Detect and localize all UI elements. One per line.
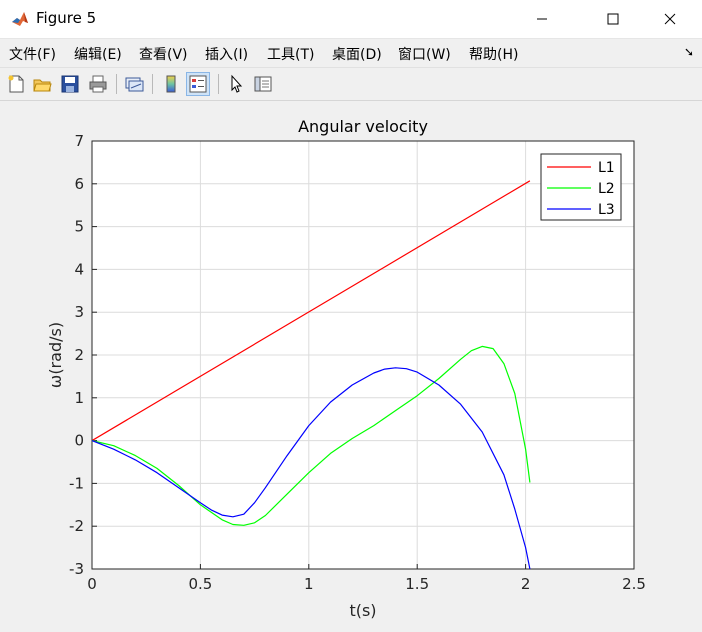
legend-button[interactable] (186, 72, 210, 96)
legend-icon (189, 75, 207, 93)
y-tick-label: 3 (74, 303, 84, 321)
open-file-icon (33, 79, 52, 92)
axis-ticks: 0 0.5 1 1.5 2 2.5 -3 -2 -1 0 1 2 3 4 5 6 7 (69, 132, 646, 593)
y-tick-label: -1 (69, 474, 84, 492)
close-button[interactable] (647, 0, 693, 38)
y-tick-label: -2 (69, 517, 84, 535)
menu-edit[interactable]: 编辑(E) (74, 47, 122, 63)
save-button[interactable] (58, 72, 82, 96)
y-tick-label: -3 (69, 560, 84, 578)
y-tick-label: 1 (74, 389, 84, 407)
y-axis-label: ω(rad/s) (46, 322, 65, 388)
plot-series (92, 180, 531, 569)
plot-title: Angular velocity (298, 117, 428, 136)
series-line-l3 (92, 367, 531, 569)
toolbar-separator (218, 74, 219, 94)
x-tick-label: 0 (87, 575, 97, 593)
figure-toolbar (0, 68, 702, 101)
open-file-button[interactable] (30, 72, 54, 96)
y-tick-label: 7 (74, 132, 84, 150)
menu-tools[interactable]: 工具(T) (267, 47, 315, 63)
new-figure-button[interactable] (4, 72, 28, 96)
minimize-icon (537, 18, 547, 20)
matlab-logo-icon (11, 10, 29, 28)
pointer-icon (231, 74, 243, 93)
property-editor-button[interactable] (251, 72, 275, 96)
link-plot-button[interactable] (122, 72, 146, 96)
link-plot-icon (125, 77, 144, 92)
y-tick-label: 4 (74, 260, 84, 278)
maximize-icon (607, 13, 619, 25)
series-line-l2 (92, 345, 531, 526)
x-tick-label: 1 (304, 575, 314, 593)
menu-file[interactable]: 文件(F) (9, 47, 56, 63)
colorbar-icon (166, 75, 176, 93)
new-figure-icon (8, 75, 24, 93)
series-line-l1 (92, 180, 531, 442)
toolbar-separator (116, 74, 117, 94)
y-tick-label: 0 (74, 432, 84, 450)
x-tick-label: 2.5 (622, 575, 646, 593)
maximize-button[interactable] (590, 0, 636, 38)
legend-label-l2: L2 (598, 181, 615, 197)
x-tick-label: 0.5 (188, 575, 212, 593)
menu-insert[interactable]: 插入(I) (205, 47, 249, 63)
menu-view[interactable]: 查看(V) (139, 47, 188, 63)
menu-desktop[interactable]: 桌面(D) (332, 47, 382, 63)
menu-window[interactable]: 窗口(W) (398, 47, 451, 63)
menu-bar: 文件(F) 编辑(E) 查看(V) 插入(I) 工具(T) 桌面(D) 窗口(W… (0, 39, 702, 68)
y-tick-label: 2 (74, 346, 84, 364)
print-icon (89, 75, 107, 93)
save-icon (61, 75, 79, 93)
minimize-button[interactable] (519, 0, 565, 38)
window-title: Figure 5 (36, 9, 97, 27)
x-tick-label: 2 (521, 575, 531, 593)
property-editor-icon (254, 76, 272, 92)
x-tick-label: 1.5 (405, 575, 429, 593)
figure-canvas[interactable]: 0 0.5 1 1.5 2 2.5 -3 -2 -1 0 1 2 3 4 5 6 7 Angular veloc… (0, 101, 702, 628)
angular-velocity-plot[interactable]: 0 0.5 1 1.5 2 2.5 -3 -2 -1 0 1 2 3 4 5 6 7 Angular veloc… (0, 101, 702, 628)
legend[interactable]: L1 L2 L3 (540, 153, 622, 221)
menu-help[interactable]: 帮助(H) (469, 47, 519, 63)
x-axis-label: t(s) (349, 601, 376, 620)
close-icon (664, 13, 676, 25)
y-tick-label: 6 (74, 175, 84, 193)
y-tick-label: 5 (74, 218, 84, 236)
print-button[interactable] (86, 72, 110, 96)
legend-label-l1: L1 (598, 160, 615, 176)
colorbar-button[interactable] (159, 72, 183, 96)
window-titlebar: Figure 5 (0, 0, 702, 39)
legend-label-l3: L3 (598, 202, 615, 218)
toolbar-separator (152, 74, 153, 94)
pointer-button[interactable] (224, 72, 248, 96)
dock-arrow-icon[interactable]: ➘ (683, 45, 694, 59)
